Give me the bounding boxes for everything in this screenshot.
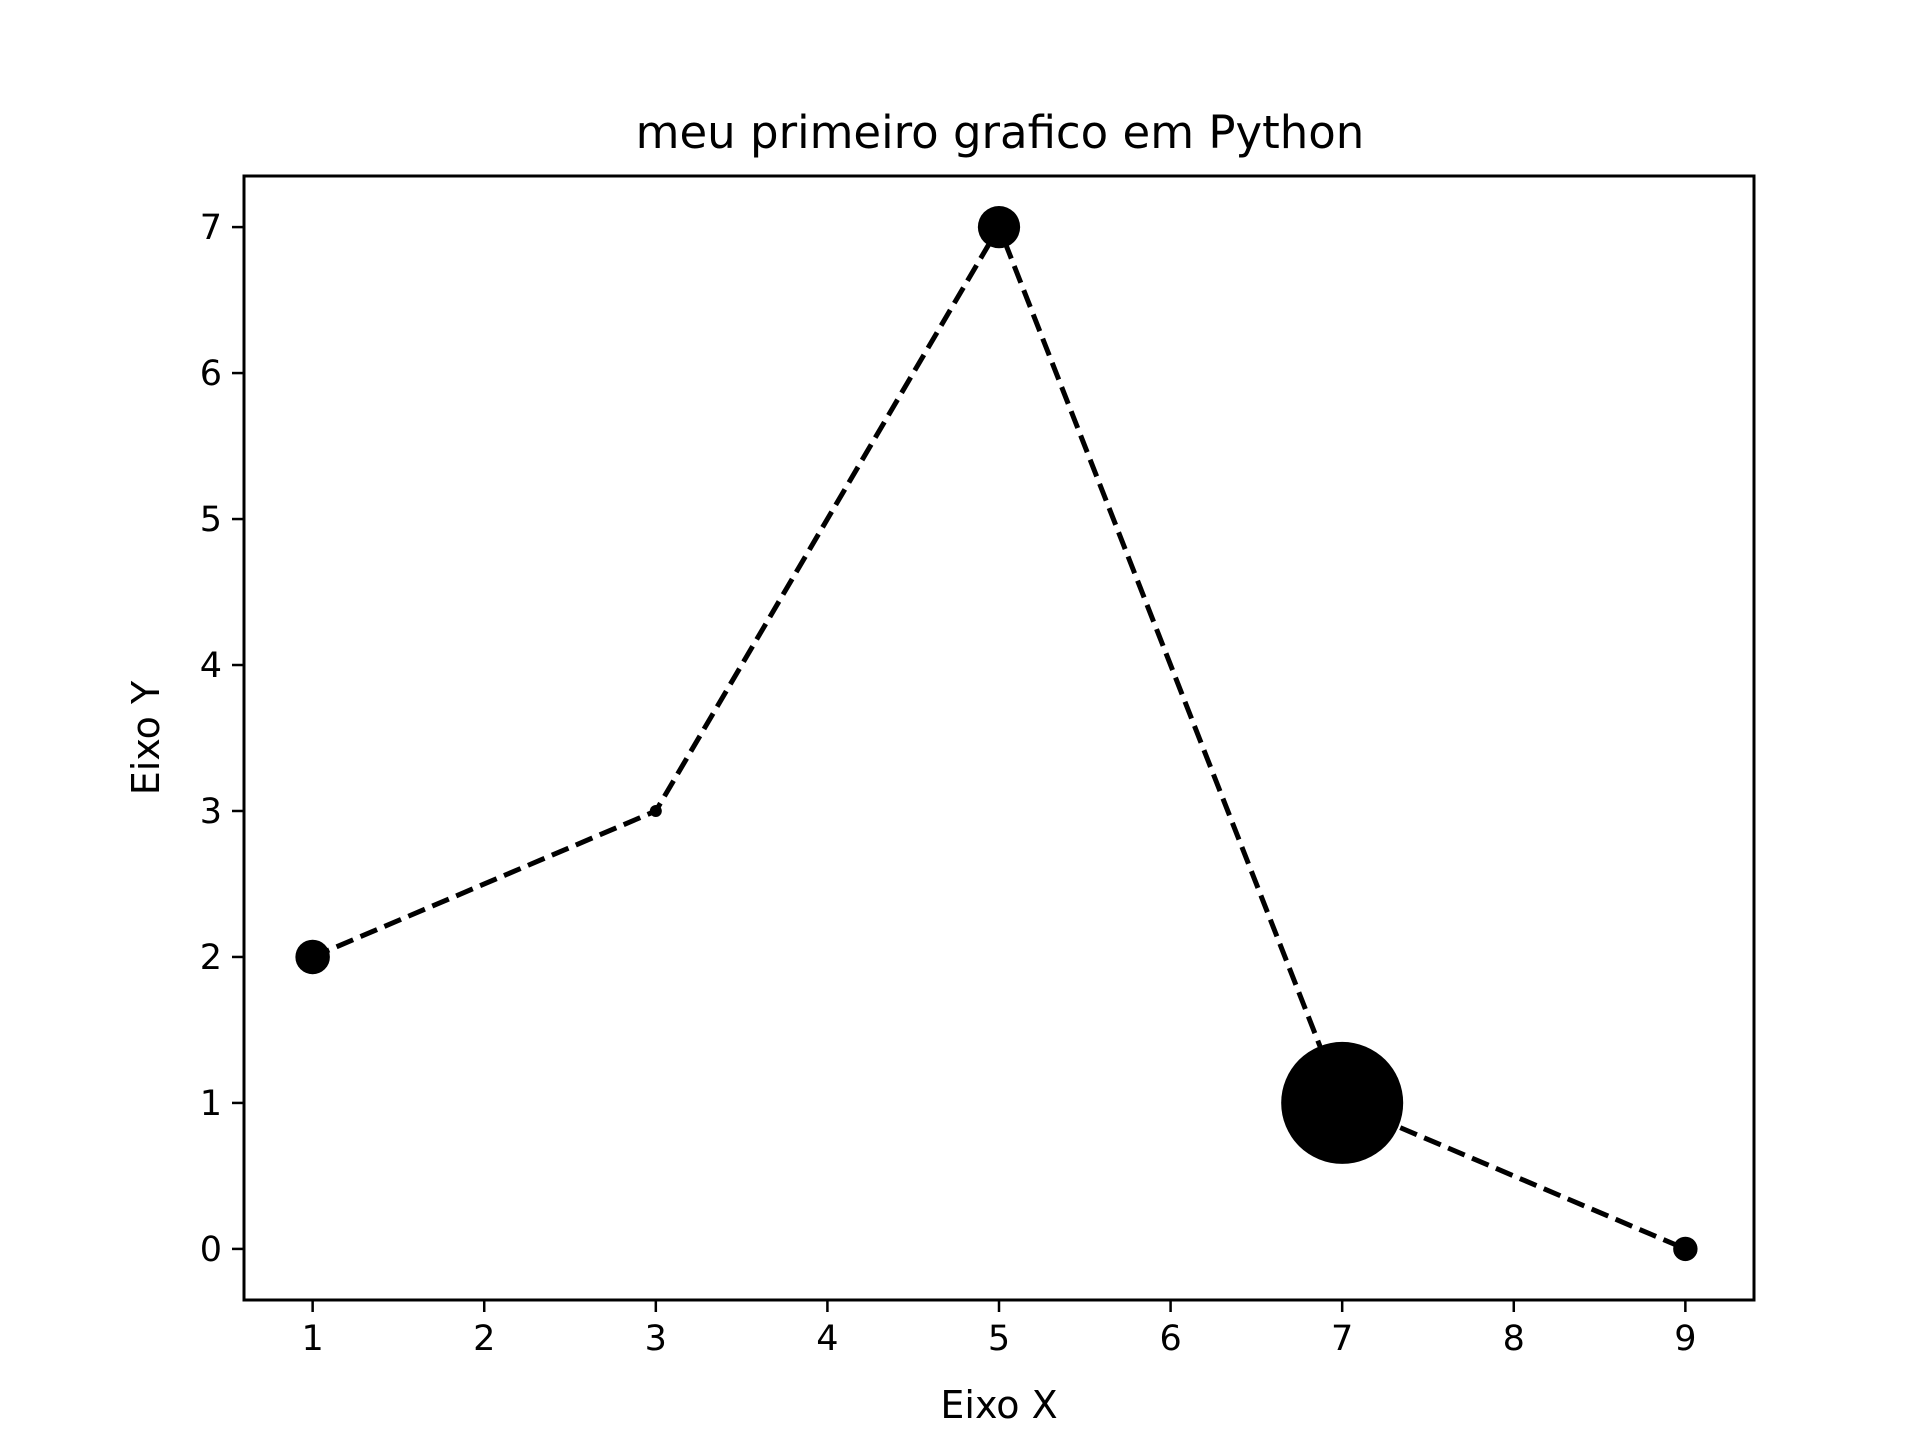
- x-tick-label: 2: [473, 1319, 495, 1359]
- x-tick-label: 7: [1331, 1319, 1353, 1359]
- x-tick-label: 4: [816, 1319, 838, 1359]
- x-axis: 1 2 3 4 5 6 7 8 9: [301, 1300, 1697, 1359]
- y-tick-label: 2: [200, 938, 222, 978]
- y-axis: 0 1 2 3 4 5 6 7: [200, 208, 244, 1270]
- y-tick-label: 1: [200, 1084, 222, 1124]
- x-tick-label: 1: [301, 1319, 323, 1359]
- y-tick-label: 6: [200, 354, 222, 394]
- x-tick-label: 6: [1159, 1319, 1181, 1359]
- data-point: [1673, 1236, 1698, 1262]
- y-tick-label: 3: [200, 792, 222, 832]
- data-point: [295, 939, 330, 975]
- y-axis-label: Eixo Y: [124, 680, 168, 795]
- y-tick-label: 7: [200, 208, 222, 248]
- chart-title: meu primeiro grafico em Python: [636, 106, 1365, 159]
- x-tick-label: 9: [1674, 1319, 1696, 1359]
- y-tick-label: 0: [200, 1230, 222, 1270]
- x-axis-label: Eixo X: [940, 1383, 1057, 1427]
- x-tick-label: 5: [988, 1319, 1010, 1359]
- data-point: [977, 205, 1021, 249]
- plot-area: [295, 205, 1698, 1262]
- y-tick-label: 5: [200, 500, 222, 540]
- x-tick-label: 3: [645, 1319, 667, 1359]
- data-point: [649, 804, 662, 817]
- data-point: [1281, 1041, 1404, 1164]
- x-tick-label: 8: [1503, 1319, 1525, 1359]
- y-tick-label: 4: [200, 646, 222, 686]
